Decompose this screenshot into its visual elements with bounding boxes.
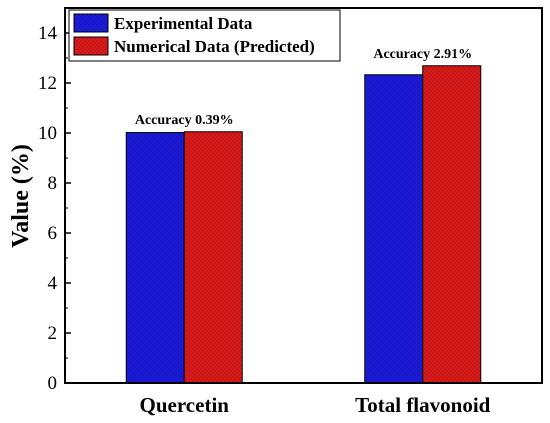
legend-swatch-texture [74,14,108,32]
y-tick-label: 12 [38,73,57,94]
y-tick-label: 6 [48,223,58,244]
legend-label: Numerical Data (Predicted) [114,37,315,56]
x-axis-category-labels: Quercetin Total flavonoid [140,393,491,417]
accuracy-label: Accuracy 2.91% [373,47,472,62]
legend-box [68,9,341,62]
y-tick-label: 4 [48,273,58,294]
legend-label: Experimental Data [114,14,253,33]
bar-texture [126,132,185,383]
legend: Experimental Data Numerical Data (Predict… [68,9,341,62]
data-labels-layer: Accuracy 0.39% Accuracy 2.91% [135,47,472,128]
accuracy-label: Accuracy 0.39% [135,113,234,128]
bar-texture [422,65,481,383]
y-axis-ticks: 0 2 4 6 8 10 12 14 [38,23,71,394]
x-category-label: Total flavonoid [355,393,490,417]
y-tick-label: 14 [38,23,58,44]
bar-texture [184,131,243,383]
y-axis-title: Value (%) [8,144,34,248]
bar-texture [364,74,423,383]
x-category-label: Quercetin [140,393,230,417]
y-tick-label: 8 [48,173,58,194]
y-tick-label: 2 [48,323,58,344]
y-tick-label: 0 [48,373,58,394]
bars-layer [125,65,482,384]
plot-frame [64,7,543,384]
legend-swatch-texture [74,37,108,55]
y-tick-label: 10 [38,123,57,144]
